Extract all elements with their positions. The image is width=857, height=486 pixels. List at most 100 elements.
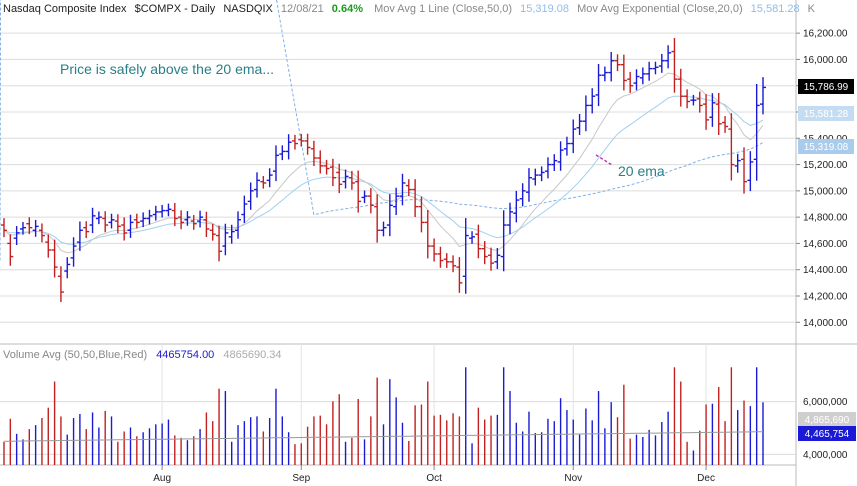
ohlc-bar <box>462 218 469 294</box>
ohlc-bar <box>405 179 412 196</box>
chart-title: Nasdaq Composite Index <box>3 3 127 15</box>
ohlc-bar <box>728 113 735 181</box>
ohlc-bar <box>146 209 153 225</box>
ohlc-bar <box>690 94 697 106</box>
chart-change: 0.64% <box>332 3 363 15</box>
ohlc-bar <box>266 168 273 188</box>
ohlc-bar <box>532 168 539 186</box>
date-tick-label: Nov <box>564 473 582 484</box>
ohlc-bar <box>279 145 286 161</box>
ohlc-bar <box>488 247 495 271</box>
ohlc-bar <box>76 221 83 251</box>
ohlc-bar <box>190 215 197 230</box>
ohlc-bar <box>241 195 248 223</box>
ohlc-bar <box>348 170 355 190</box>
ema-annotation: 20 ema <box>618 163 665 179</box>
ohlc-bar <box>171 202 178 227</box>
ohlc-bar <box>469 231 476 244</box>
date-tick-label: Dec <box>697 473 715 484</box>
ohlc-bar <box>696 91 703 113</box>
ma-price-tag: 15,319.08 <box>804 142 849 153</box>
header-marker: K <box>808 3 816 15</box>
volume-gridlines <box>0 401 796 455</box>
ohlc-bar <box>544 157 551 179</box>
ohlc-bar <box>329 158 336 187</box>
ohlc-bar <box>127 214 134 238</box>
volume-avg-tag-bg <box>798 412 856 427</box>
ohlc-bar <box>222 223 229 256</box>
last-price-tag-bg <box>798 79 854 94</box>
ohlc-bar <box>13 226 20 246</box>
ohlc-bar <box>133 213 140 229</box>
ohlc-bar <box>19 222 26 235</box>
ohlc-bar <box>7 234 14 266</box>
volume-value: 4465754.00 <box>156 349 214 361</box>
ohlc-bar <box>83 221 90 239</box>
ema-annotation-arrow <box>595 154 613 166</box>
ohlc-bar <box>121 217 128 241</box>
ohlc-bar <box>620 54 627 91</box>
ohlc-bar <box>45 234 52 258</box>
ohlc-bar <box>652 61 659 75</box>
ohlc-bar <box>102 211 109 233</box>
ohlc-bar <box>114 214 121 234</box>
ohlc-bars <box>1 38 766 303</box>
ohlc-bar <box>159 204 166 218</box>
ohlc-bar <box>399 173 406 206</box>
price-tick-label: 16,000.00 <box>803 55 848 66</box>
ohlc-bar <box>32 219 39 237</box>
ohlc-bar <box>576 113 583 135</box>
ohlc-bar <box>184 211 191 226</box>
ohlc-bar <box>747 151 754 192</box>
ohlc-bar <box>563 136 570 156</box>
ohlc-bar <box>703 94 710 130</box>
chart-symbol: $COMPX - Daily <box>135 3 216 15</box>
ohlc-bar <box>519 183 526 207</box>
ohlc-bar <box>684 89 691 109</box>
price-tick-label: 14,200.00 <box>803 292 848 303</box>
ma-label: Mov Avg 1 Line (Close,50,0) <box>374 3 512 15</box>
price-tick-label: 14,800.00 <box>803 213 848 224</box>
ohlc-bar <box>424 210 431 259</box>
last-price-tag: 15,786.99 <box>804 82 849 93</box>
ohlc-bar <box>507 202 513 235</box>
ohlc-bar <box>235 211 242 239</box>
ohlc-bar <box>557 141 564 171</box>
ohlc-bar <box>203 211 210 237</box>
date-tick-label: Oct <box>426 473 442 484</box>
ohlc-bar <box>418 196 425 233</box>
chart-exchange: NASDQIX <box>223 3 273 15</box>
ohlc-bar <box>216 225 223 262</box>
volume-avg-value: 4865690.34 <box>223 349 281 361</box>
volume-tag: 4,465,754 <box>805 429 850 440</box>
ohlc-bar <box>178 210 185 230</box>
ema-value: 15,581.28 <box>751 3 800 15</box>
ohlc-bar <box>272 145 279 182</box>
volume-average-line <box>4 431 764 442</box>
volume-bars <box>3 367 764 465</box>
ohlc-bar <box>475 224 482 259</box>
ohlc-bar <box>671 38 678 93</box>
price-tags: 15,786.99 15,581.28 15,319.08 4,865,690 … <box>798 79 856 441</box>
ohlc-bar <box>298 133 305 147</box>
ohlc-bar <box>715 92 722 135</box>
ohlc-bar <box>304 133 311 155</box>
ohlc-bar <box>760 77 766 115</box>
ohlc-bar <box>633 69 640 91</box>
ohlc-bar <box>627 71 634 93</box>
date-tick-label: Aug <box>153 473 171 484</box>
ohlc-bar <box>152 205 159 221</box>
price-tick-label: 14,000.00 <box>803 318 848 329</box>
ma-price-tag-bg <box>798 139 854 154</box>
ohlc-bar <box>70 237 77 267</box>
ohlc-bar <box>677 68 684 107</box>
price-tick-label: 14,600.00 <box>803 239 848 250</box>
ohlc-bar <box>95 211 102 225</box>
ohlc-bar <box>538 166 545 182</box>
ohlc-bar <box>456 257 463 293</box>
ohlc-bar <box>646 61 653 81</box>
chart-date: 12/08/21 <box>281 3 324 15</box>
price-tick-label: 15,200.00 <box>803 160 848 171</box>
ohlc-bar <box>310 140 317 167</box>
